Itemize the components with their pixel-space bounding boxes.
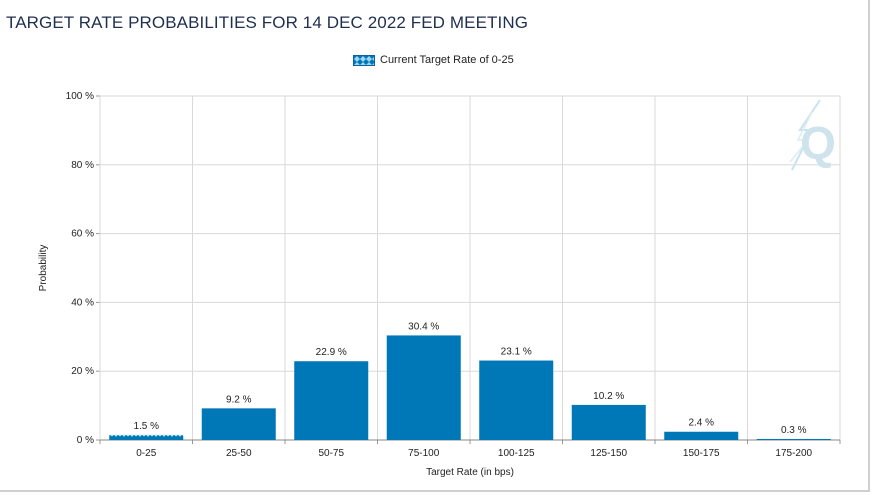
data-label: 10.2 % [593,391,624,402]
data-label: 22.9 % [316,347,347,358]
x-axis-label: Target Rate (in bps) [426,467,514,478]
legend-label: Current Target Rate of 0-25 [380,54,514,66]
watermark-logo: Q [789,99,836,171]
data-label: 23.1 % [501,347,532,358]
x-tick-label: 150-175 [683,448,720,459]
x-tick-label: 0-25 [136,448,156,459]
y-tick-label: 100 % [66,91,94,102]
bar-50-75[interactable] [294,361,369,440]
legend-swatch-icon [353,54,375,66]
bar-75-100[interactable] [386,335,461,440]
y-tick-label: 0 % [77,435,94,446]
data-label: 9.2 % [226,394,252,405]
data-label: 2.4 % [688,418,714,429]
grid [96,95,841,444]
bar-175-200[interactable] [756,438,831,440]
bar-150-175[interactable] [664,431,739,440]
bar-100-125[interactable] [479,360,554,440]
data-label: 1.5 % [133,421,159,432]
x-tick-label: 125-150 [590,448,627,459]
legend[interactable]: Current Target Rate of 0-25 [353,54,514,66]
watermark-letter: Q [800,117,836,169]
y-tick-label: 60 % [71,229,94,240]
x-tick-label: 50-75 [318,448,344,459]
x-tick-label: 100-125 [498,448,535,459]
bars [109,335,831,440]
bar-125-150[interactable] [571,404,646,440]
data-label: 30.4 % [408,321,439,332]
y-tick-label: 40 % [71,297,94,308]
x-tick-label: 75-100 [408,448,440,459]
data-label: 0.3 % [781,425,807,436]
x-tick-label: 175-200 [775,448,812,459]
bar-0-25[interactable] [109,434,184,440]
y-tick-label: 80 % [71,160,94,171]
y-axis-label: Probability [38,245,49,292]
bar-25-50[interactable] [201,408,276,440]
labels: 0 % 20 % 40 % 60 % 80 % 100 % 1.5 % 0-25 9.2 % 25… [66,91,813,459]
y-tick-label: 20 % [71,366,94,377]
x-tick-label: 25-50 [226,448,252,459]
chart-title: TARGET RATE PROBABILITIES FOR 14 DEC 202… [6,13,529,32]
